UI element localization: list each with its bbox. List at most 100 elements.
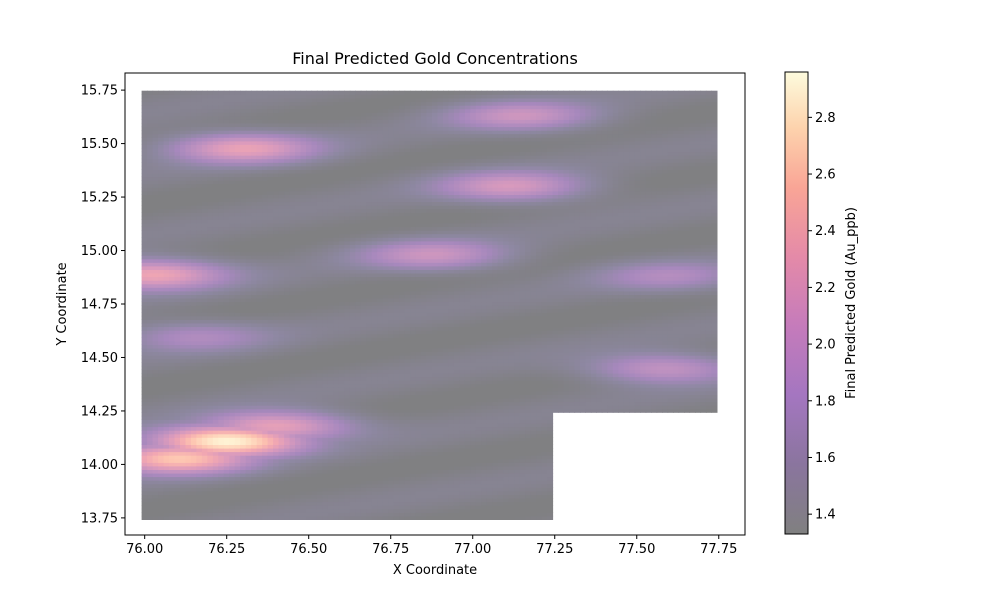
heat-cell <box>311 205 318 210</box>
heat-cell <box>278 172 285 178</box>
heat-cell <box>306 505 313 510</box>
heat-cell <box>223 433 230 438</box>
heat-cell <box>256 197 263 203</box>
heat-cell <box>201 458 208 463</box>
heat-cell <box>158 419 165 424</box>
heat-cell <box>295 201 302 206</box>
heat-cell <box>278 97 285 103</box>
heat-cell <box>158 405 165 410</box>
heat-cell <box>169 347 176 353</box>
heat-cell <box>344 426 351 431</box>
heat-cell <box>201 140 208 145</box>
heat-cell <box>349 105 356 110</box>
heat-cell <box>147 437 154 442</box>
heat-cell <box>158 372 165 378</box>
heat-cell <box>289 187 296 192</box>
heat-cell <box>180 122 187 128</box>
heat-cell <box>196 451 203 456</box>
heat-cell <box>284 262 291 267</box>
heat-cell <box>349 287 356 292</box>
heat-cell <box>284 344 291 349</box>
heat-cell <box>158 158 165 163</box>
heat-cell <box>284 515 291 520</box>
heat-cell <box>201 133 208 138</box>
heat-cell <box>218 169 225 174</box>
heat-cell <box>322 440 329 445</box>
heat-cell <box>158 426 165 431</box>
heat-cell <box>147 340 154 345</box>
heat-cell <box>240 90 247 95</box>
heat-cell <box>278 472 285 478</box>
heat-cell <box>311 501 318 506</box>
heat-cell <box>360 390 367 395</box>
heat-cell <box>322 169 329 174</box>
heat-cell <box>251 351 258 356</box>
heat-cell <box>360 408 367 413</box>
heat-cell <box>141 262 148 267</box>
heat-cell <box>152 333 159 338</box>
heat-cell <box>234 212 241 217</box>
heat-cell <box>185 97 192 103</box>
heat-cell <box>355 333 362 338</box>
heat-cell <box>180 437 187 442</box>
heat-cell <box>262 269 269 274</box>
heat-cell <box>223 408 230 413</box>
heat-cell <box>273 487 280 492</box>
heat-cell <box>201 365 208 370</box>
heat-cell <box>366 487 373 492</box>
heat-cell <box>240 497 247 503</box>
heat-cell <box>212 212 219 217</box>
heat-cell <box>223 105 230 110</box>
heat-cell <box>355 447 362 453</box>
heat-cell <box>322 276 329 281</box>
heat-cell <box>223 451 230 456</box>
heat-cell <box>190 201 197 206</box>
heat-cell <box>158 290 165 295</box>
heat-cell <box>360 255 367 260</box>
heat-cell <box>338 319 345 324</box>
heat-cell <box>289 372 296 378</box>
heat-cell <box>311 280 318 285</box>
heat-cell <box>234 462 241 467</box>
heat-cell <box>251 283 258 288</box>
heat-cell <box>158 447 165 453</box>
heat-cell <box>185 358 192 363</box>
heat-cell <box>169 133 176 138</box>
heat-cell <box>333 355 340 360</box>
heat-cell <box>251 340 258 345</box>
heat-cell <box>316 280 323 285</box>
heat-cell <box>245 494 252 499</box>
heat-cell <box>234 312 241 317</box>
heat-cell <box>180 280 187 285</box>
heat-cell <box>207 397 214 403</box>
heat-cell <box>147 333 154 338</box>
heat-cell <box>169 344 176 349</box>
heat-cell <box>180 172 187 178</box>
heat-cell <box>256 176 263 181</box>
heat-cell <box>306 101 313 106</box>
heat-cell <box>289 505 296 510</box>
heat-cell <box>327 351 334 356</box>
heat-cell <box>338 397 345 403</box>
heat-cell <box>338 494 345 499</box>
heat-cell <box>322 122 329 128</box>
heat-cell <box>207 265 214 270</box>
heat-cell <box>207 337 214 342</box>
heat-cell <box>201 297 208 303</box>
heat-cell <box>349 315 356 320</box>
heat-cell <box>218 237 225 242</box>
heat-cell <box>152 312 159 317</box>
heat-cell <box>174 372 181 378</box>
heat-cell <box>311 505 318 510</box>
heat-cell <box>223 115 230 120</box>
heat-cell <box>218 94 225 99</box>
heat-cell <box>141 440 148 445</box>
heat-cell <box>360 205 367 210</box>
heat-cell <box>322 465 329 470</box>
heat-cell <box>327 219 334 224</box>
heat-cell <box>355 297 362 303</box>
heat-cell <box>360 290 367 295</box>
heat-cell <box>295 401 302 406</box>
heat-cell <box>349 447 356 453</box>
heat-cell <box>327 405 334 410</box>
